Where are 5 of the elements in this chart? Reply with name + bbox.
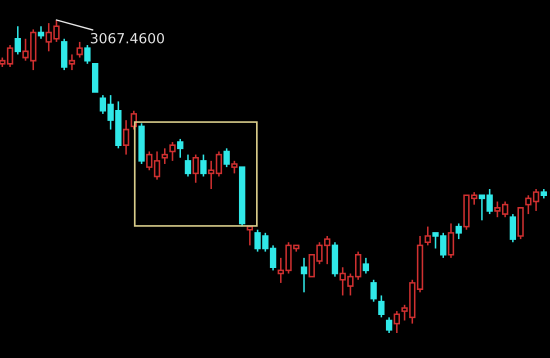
candlestick bbox=[169, 141, 176, 162]
candlestick bbox=[122, 119, 130, 156]
candlestick bbox=[38, 25, 44, 40]
annotation: 3067.4600 bbox=[90, 32, 164, 44]
candlestick bbox=[300, 257, 308, 294]
